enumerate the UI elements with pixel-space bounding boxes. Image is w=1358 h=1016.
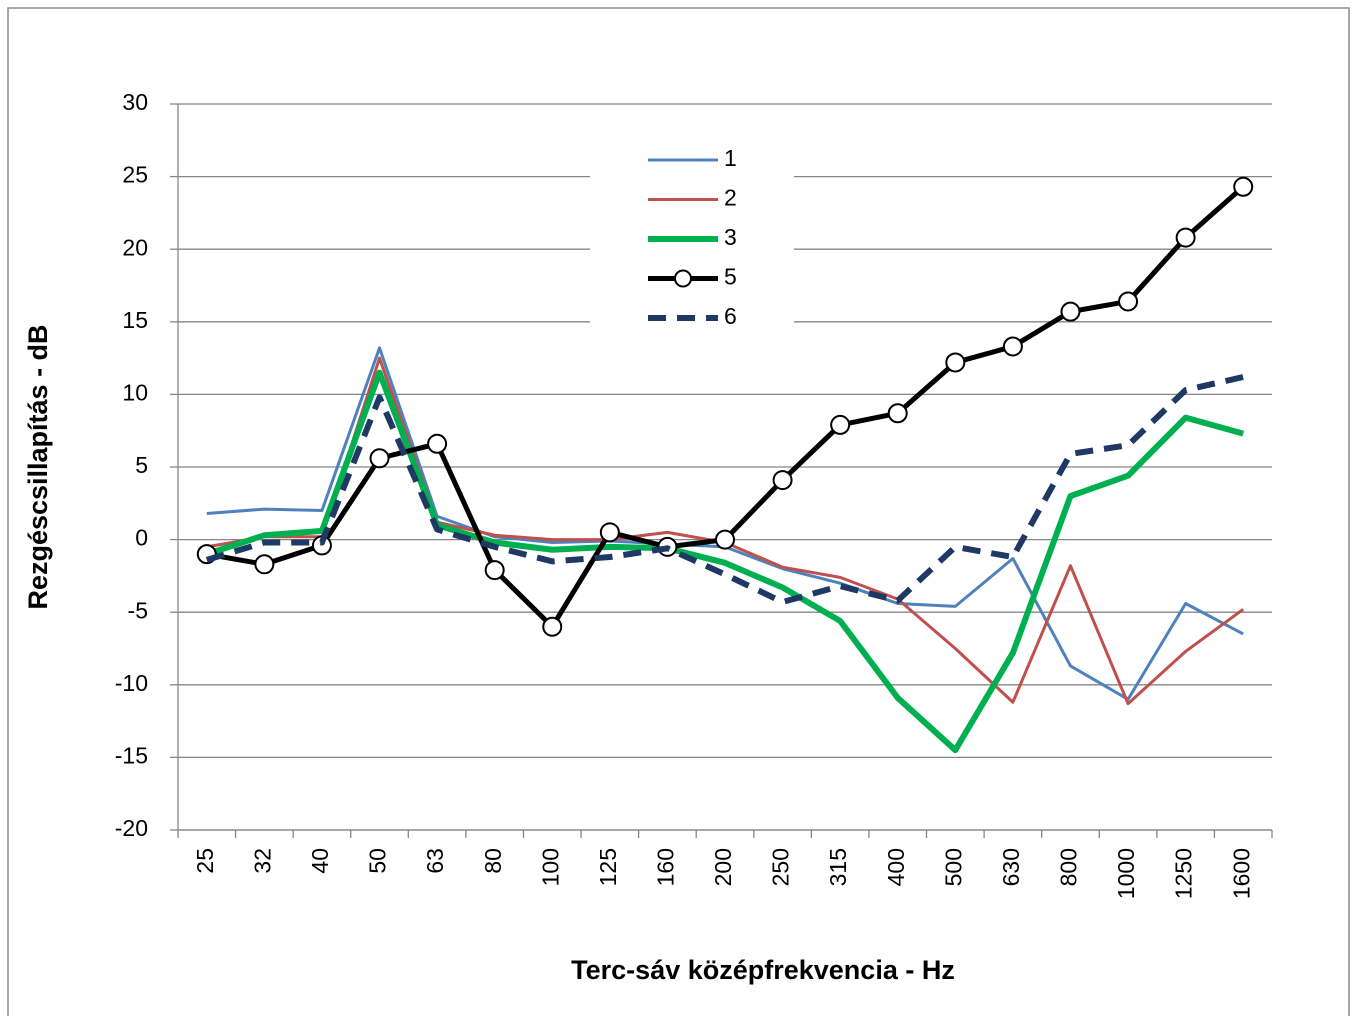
y-tick-label: -5	[128, 597, 148, 623]
series-marker	[1175, 227, 1196, 248]
x-tick-label: 250	[768, 848, 794, 886]
series-marker	[254, 554, 275, 575]
x-tick-label: 1250	[1171, 848, 1197, 899]
series-line	[205, 374, 1244, 606]
series-marker	[599, 522, 620, 543]
x-tick-label: 125	[595, 848, 621, 886]
x-tick-label: 630	[998, 848, 1024, 886]
x-tick-label: 800	[1056, 848, 1082, 886]
y-tick-label: 15	[122, 307, 148, 333]
series-marker	[887, 403, 908, 424]
x-tick-label: 160	[652, 848, 678, 886]
x-tick-label: 32	[249, 848, 275, 874]
legend-label: 3	[724, 224, 737, 250]
x-tick-label: 200	[710, 848, 736, 886]
series-marker	[830, 414, 851, 435]
x-tick-label: 80	[480, 848, 506, 874]
x-tick-label: 315	[825, 848, 851, 886]
series-marker	[369, 448, 390, 469]
x-tick-label: 1000	[1113, 848, 1139, 899]
legend-label: 5	[724, 264, 737, 290]
y-tick-label: -20	[115, 815, 148, 841]
x-tick-label: 50	[365, 848, 391, 874]
series-marker	[542, 616, 563, 637]
legend-label: 6	[724, 303, 737, 329]
series-marker	[484, 560, 505, 581]
y-tick-label: 5	[135, 452, 148, 478]
series-marker	[715, 529, 735, 550]
x-axis-title: Terc-sáv középfrekvencia - Hz	[571, 955, 955, 985]
series-marker	[427, 433, 448, 454]
series-marker	[1060, 301, 1081, 322]
y-tick-label: 10	[122, 379, 148, 405]
y-axis-title: Rezgéscsillapítás - dB	[23, 324, 53, 609]
legend-label: 1	[724, 145, 737, 171]
x-tick-label: 40	[307, 848, 333, 874]
y-tick-label: 0	[135, 525, 148, 551]
x-tick-label: 1600	[1228, 848, 1254, 899]
x-tick-label: 63	[422, 848, 448, 874]
series-marker	[1233, 176, 1254, 197]
series-line	[205, 369, 1245, 754]
x-tick-label: 400	[883, 848, 909, 886]
y-tick-label: -15	[115, 742, 148, 768]
series-marker	[1002, 336, 1023, 357]
series-marker	[772, 470, 793, 491]
series-marker	[1118, 291, 1139, 312]
legend-marker	[674, 269, 692, 288]
x-tick-label: 100	[537, 848, 563, 886]
legend-label: 2	[724, 185, 737, 211]
x-tick-label: 500	[940, 848, 966, 886]
series-marker	[945, 352, 966, 373]
y-tick-label: 20	[122, 234, 148, 260]
y-tick-label: 30	[122, 89, 148, 115]
y-tick-label: -10	[115, 670, 148, 696]
y-tick-label: 25	[122, 162, 148, 188]
x-tick-label: 25	[192, 848, 218, 874]
